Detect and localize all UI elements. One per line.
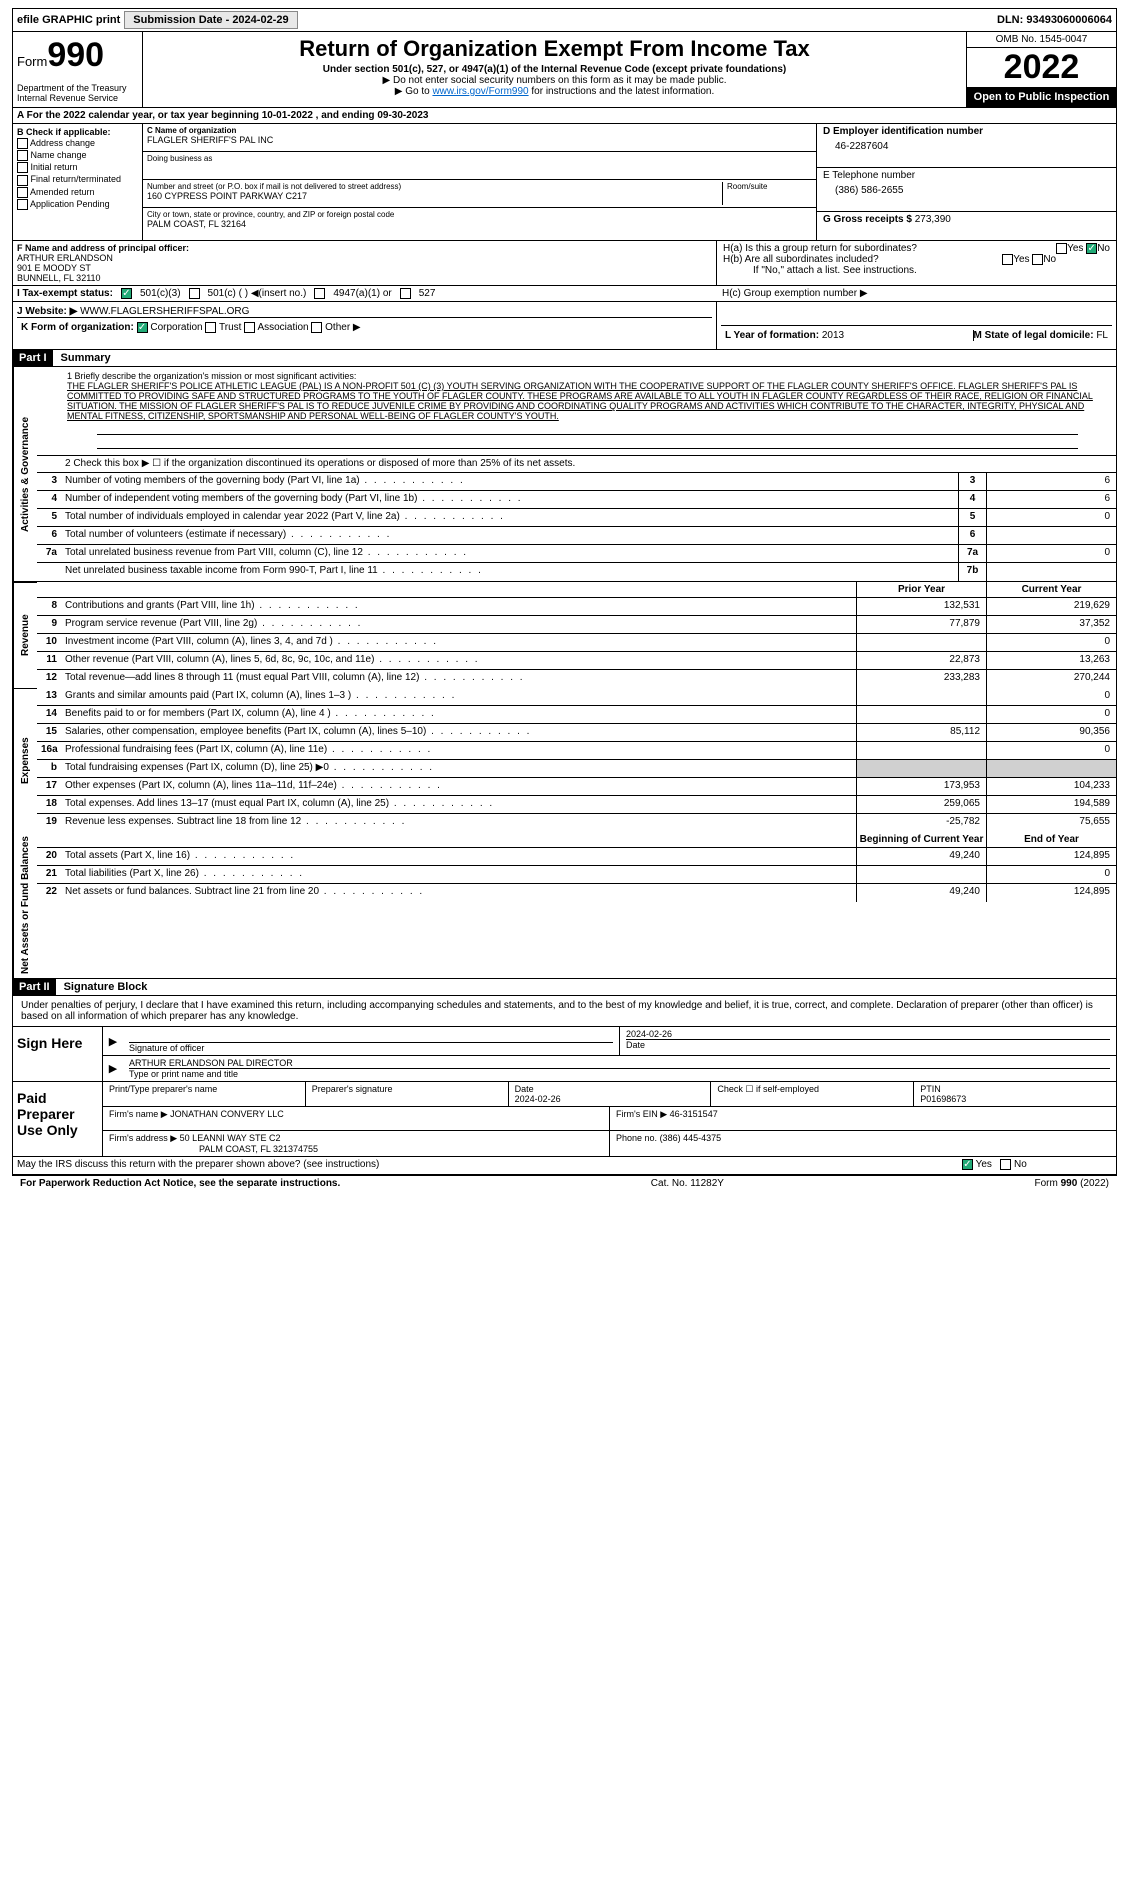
table-row: 16a Professional fundraising fees (Part … (37, 742, 1116, 760)
ptin: P01698673 (920, 1094, 966, 1104)
table-row: 18 Total expenses. Add lines 13–17 (must… (37, 796, 1116, 814)
part2-header: Part II Signature Block (12, 979, 1117, 996)
table-row: 21 Total liabilities (Part X, line 26) 0 (37, 866, 1116, 884)
table-row: 6 Total number of volunteers (estimate i… (37, 527, 1116, 545)
sig-intro: Under penalties of perjury, I declare th… (12, 996, 1117, 1027)
col-begin: Beginning of Current Year (856, 832, 986, 847)
arrow-icon: ▶ (103, 1056, 123, 1081)
inspection-notice: Open to Public Inspection (967, 87, 1116, 107)
phone: (386) 586-2655 (823, 181, 1110, 196)
table-row: 15 Salaries, other compensation, employe… (37, 724, 1116, 742)
paid-preparer-label: Paid Preparer Use Only (13, 1082, 103, 1156)
vert-revenue: Revenue (13, 582, 37, 688)
q1: 1 Briefly describe the organization's mi… (37, 367, 1116, 455)
subtitle-2: ▶ Do not enter social security numbers o… (151, 75, 958, 86)
discuss-row: May the IRS discuss this return with the… (12, 1157, 1117, 1175)
firm-ein: 46-3151547 (670, 1109, 718, 1119)
officer-name: ARTHUR ERLANDSON PAL DIRECTOR (129, 1058, 1110, 1069)
subtitle-3: ▶ Go to www.irs.gov/Form990 for instruct… (151, 86, 958, 97)
block-de: D Employer identification number 46-2287… (816, 124, 1116, 240)
firm-phone: (386) 445-4375 (660, 1133, 722, 1143)
arrow-icon: ▶ (103, 1027, 123, 1055)
block-b: B Check if applicable: Address change Na… (13, 124, 143, 240)
col-current: Current Year (986, 582, 1116, 597)
vert-governance: Activities & Governance (13, 367, 37, 581)
block-f: F Name and address of principal officer:… (13, 241, 716, 285)
table-row: 4 Number of independent voting members o… (37, 491, 1116, 509)
vert-netassets: Net Assets or Fund Balances (13, 832, 37, 978)
firm-name: JONATHAN CONVERY LLC (170, 1109, 284, 1119)
block-h: H(a) Is this a group return for subordin… (716, 241, 1116, 285)
sign-here-label: Sign Here (13, 1027, 103, 1081)
block-l: L Year of formation: 2013 (725, 330, 974, 341)
tax-year: 2022 (967, 48, 1116, 87)
org-city: PALM COAST, FL 32164 (147, 219, 812, 229)
col-end: End of Year (986, 832, 1116, 847)
efile-label: efile GRAPHIC print (17, 14, 120, 26)
line-a: A For the 2022 calendar year, or tax yea… (12, 108, 1117, 124)
ein: 46-2287604 (823, 137, 1110, 152)
dln-label: DLN: 93493060006064 (997, 14, 1112, 26)
footer: For Paperwork Reduction Act Notice, see … (12, 1175, 1117, 1191)
block-k: K Form of organization: ✓ Corporation Tr… (17, 318, 712, 337)
table-row: 10 Investment income (Part VIII, column … (37, 634, 1116, 652)
table-row: 17 Other expenses (Part IX, column (A), … (37, 778, 1116, 796)
table-row: 22 Net assets or fund balances. Subtract… (37, 884, 1116, 902)
omb-number: OMB No. 1545-0047 (967, 32, 1116, 48)
table-row: 11 Other revenue (Part VIII, column (A),… (37, 652, 1116, 670)
block-m: M State of legal domicile: FL (974, 330, 1108, 341)
block-c: C Name of organization FLAGLER SHERIFF'S… (143, 124, 816, 240)
mission-text: THE FLAGLER SHERIFF'S POLICE ATHLETIC LE… (67, 381, 1108, 421)
firm-addr: 50 LEANNI WAY STE C2 (180, 1133, 281, 1143)
vert-expenses: Expenses (13, 688, 37, 832)
table-row: 14 Benefits paid to or for members (Part… (37, 706, 1116, 724)
part1-header: Part I Summary (12, 350, 1117, 367)
org-name: FLAGLER SHERIFF'S PAL INC (147, 135, 812, 145)
org-address: 160 CYPRESS POINT PARKWAY C217 (147, 191, 722, 201)
table-row: Net unrelated business taxable income fr… (37, 563, 1116, 581)
irs-link[interactable]: www.irs.gov/Form990 (432, 86, 528, 97)
sig-date: 2024-02-26 (626, 1029, 1110, 1040)
form-title: Return of Organization Exempt From Incom… (151, 36, 958, 62)
block-j: J Website: ▶ WWW.FLAGLERSHERIFFSPAL.ORG (17, 306, 712, 318)
block-i: I Tax-exempt status: ✓ 501(c)(3) 501(c) … (12, 286, 1117, 302)
table-row: b Total fundraising expenses (Part IX, c… (37, 760, 1116, 778)
form-header: Form990 Department of the Treasury Inter… (12, 32, 1117, 108)
table-row: 19 Revenue less expenses. Subtract line … (37, 814, 1116, 832)
table-row: 3 Number of voting members of the govern… (37, 473, 1116, 491)
form-number: Form990 (17, 36, 138, 75)
submission-date-button[interactable]: Submission Date - 2024-02-29 (124, 11, 297, 29)
table-row: 9 Program service revenue (Part VIII, li… (37, 616, 1116, 634)
table-row: 13 Grants and similar amounts paid (Part… (37, 688, 1116, 706)
gross-receipts: 273,390 (915, 214, 951, 225)
topbar: efile GRAPHIC print Submission Date - 20… (12, 8, 1117, 32)
subtitle-1: Under section 501(c), 527, or 4947(a)(1)… (151, 64, 958, 75)
col-prior: Prior Year (856, 582, 986, 597)
dept-label: Department of the Treasury (17, 83, 138, 93)
table-row: 12 Total revenue—add lines 8 through 11 … (37, 670, 1116, 688)
irs-label: Internal Revenue Service (17, 93, 138, 103)
table-row: 8 Contributions and grants (Part VIII, l… (37, 598, 1116, 616)
table-row: 5 Total number of individuals employed i… (37, 509, 1116, 527)
prep-date: 2024-02-26 (515, 1094, 561, 1104)
q2: 2 Check this box ▶ ☐ if the organization… (37, 456, 1116, 472)
table-row: 20 Total assets (Part X, line 16) 49,240… (37, 848, 1116, 866)
table-row: 7a Total unrelated business revenue from… (37, 545, 1116, 563)
